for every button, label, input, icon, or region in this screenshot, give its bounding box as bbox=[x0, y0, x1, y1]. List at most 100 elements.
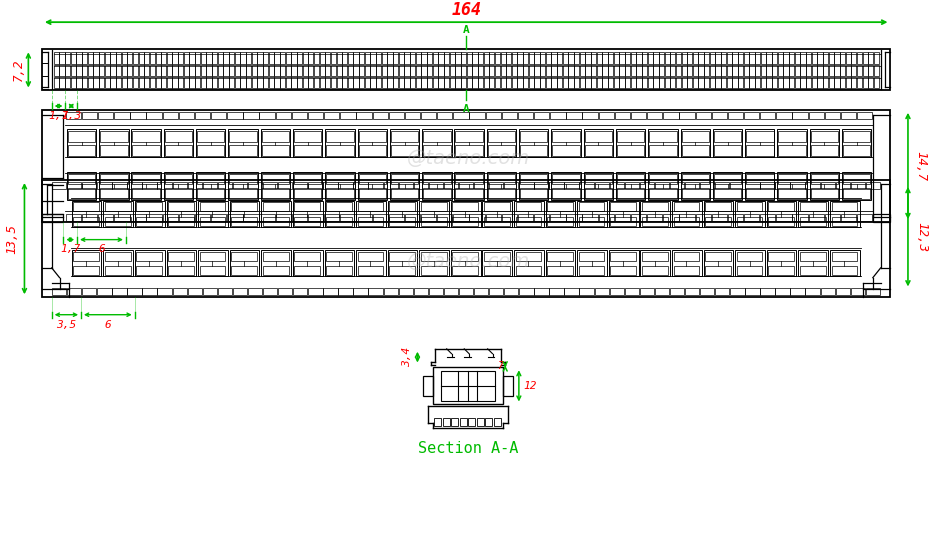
Bar bbox=[617, 174, 644, 184]
Bar bbox=[760, 65, 766, 76]
Bar bbox=[93, 77, 99, 88]
Bar bbox=[534, 77, 540, 88]
Bar bbox=[483, 250, 512, 276]
Bar bbox=[516, 252, 542, 261]
Bar bbox=[599, 112, 614, 119]
Bar bbox=[275, 52, 279, 64]
Bar bbox=[359, 174, 386, 184]
Bar bbox=[133, 52, 138, 64]
Bar bbox=[811, 174, 838, 184]
Bar bbox=[437, 112, 452, 119]
Bar bbox=[721, 52, 727, 64]
Bar bbox=[195, 77, 201, 88]
Bar bbox=[198, 201, 228, 227]
Bar bbox=[82, 288, 96, 295]
Bar bbox=[502, 215, 517, 221]
Bar bbox=[449, 65, 455, 76]
Bar bbox=[42, 110, 890, 222]
Bar bbox=[648, 171, 677, 199]
Bar bbox=[721, 65, 727, 76]
Bar bbox=[388, 201, 417, 227]
Bar bbox=[230, 250, 260, 276]
Bar bbox=[336, 77, 342, 88]
Bar bbox=[608, 77, 614, 88]
Bar bbox=[699, 52, 703, 64]
Bar bbox=[540, 65, 545, 76]
Bar bbox=[167, 52, 172, 64]
Bar bbox=[133, 146, 160, 156]
Bar bbox=[636, 52, 642, 64]
Bar bbox=[42, 215, 64, 222]
Bar bbox=[357, 112, 372, 119]
Bar bbox=[676, 52, 681, 64]
Bar bbox=[121, 65, 127, 76]
Bar bbox=[609, 201, 639, 227]
Bar bbox=[696, 215, 711, 221]
Bar bbox=[551, 65, 557, 76]
Bar bbox=[223, 52, 229, 64]
Bar bbox=[133, 188, 160, 199]
Bar bbox=[230, 131, 257, 142]
Bar bbox=[614, 52, 619, 64]
Bar bbox=[164, 146, 192, 156]
Bar bbox=[823, 52, 828, 64]
Bar bbox=[382, 77, 387, 88]
Bar bbox=[489, 288, 503, 295]
Bar bbox=[197, 146, 224, 156]
Bar bbox=[294, 146, 321, 156]
Bar bbox=[421, 52, 427, 64]
Bar bbox=[77, 52, 81, 64]
Bar bbox=[730, 182, 744, 189]
Bar bbox=[427, 77, 432, 88]
Bar bbox=[484, 203, 510, 211]
Bar bbox=[828, 77, 834, 88]
Bar bbox=[423, 376, 433, 396]
Bar bbox=[168, 266, 193, 275]
Bar bbox=[358, 266, 383, 275]
Bar bbox=[671, 52, 675, 64]
Bar bbox=[704, 52, 710, 64]
Bar bbox=[371, 52, 375, 64]
Bar bbox=[810, 129, 839, 157]
Bar bbox=[715, 52, 721, 64]
Bar bbox=[746, 131, 773, 142]
Bar bbox=[459, 288, 474, 295]
Bar bbox=[167, 77, 172, 88]
Bar bbox=[738, 52, 743, 64]
Bar bbox=[672, 250, 701, 276]
Bar bbox=[823, 77, 828, 88]
Bar bbox=[484, 217, 510, 226]
Bar bbox=[586, 77, 590, 88]
Bar bbox=[778, 174, 806, 184]
Bar bbox=[584, 171, 613, 199]
Bar bbox=[338, 288, 353, 295]
Bar bbox=[658, 77, 664, 88]
Bar bbox=[519, 182, 533, 189]
Bar bbox=[67, 182, 81, 189]
Bar bbox=[529, 52, 534, 64]
Bar bbox=[291, 112, 307, 119]
Bar bbox=[393, 52, 398, 64]
Bar bbox=[800, 252, 826, 261]
Bar bbox=[211, 112, 226, 119]
Bar bbox=[227, 215, 243, 221]
Bar bbox=[523, 77, 529, 88]
Bar bbox=[851, 52, 856, 64]
Bar bbox=[597, 65, 601, 76]
Bar bbox=[610, 288, 624, 295]
Bar bbox=[73, 252, 99, 261]
Bar bbox=[319, 52, 325, 64]
Bar bbox=[484, 266, 510, 275]
Bar bbox=[99, 65, 105, 76]
Bar bbox=[630, 65, 636, 76]
Bar bbox=[419, 250, 449, 276]
Bar bbox=[173, 288, 187, 295]
Bar bbox=[158, 182, 172, 189]
Bar bbox=[325, 171, 355, 199]
Bar bbox=[136, 252, 163, 261]
Bar bbox=[414, 288, 428, 295]
Bar bbox=[563, 52, 568, 64]
Bar bbox=[550, 112, 565, 119]
Bar bbox=[811, 188, 838, 199]
Bar bbox=[658, 52, 664, 64]
